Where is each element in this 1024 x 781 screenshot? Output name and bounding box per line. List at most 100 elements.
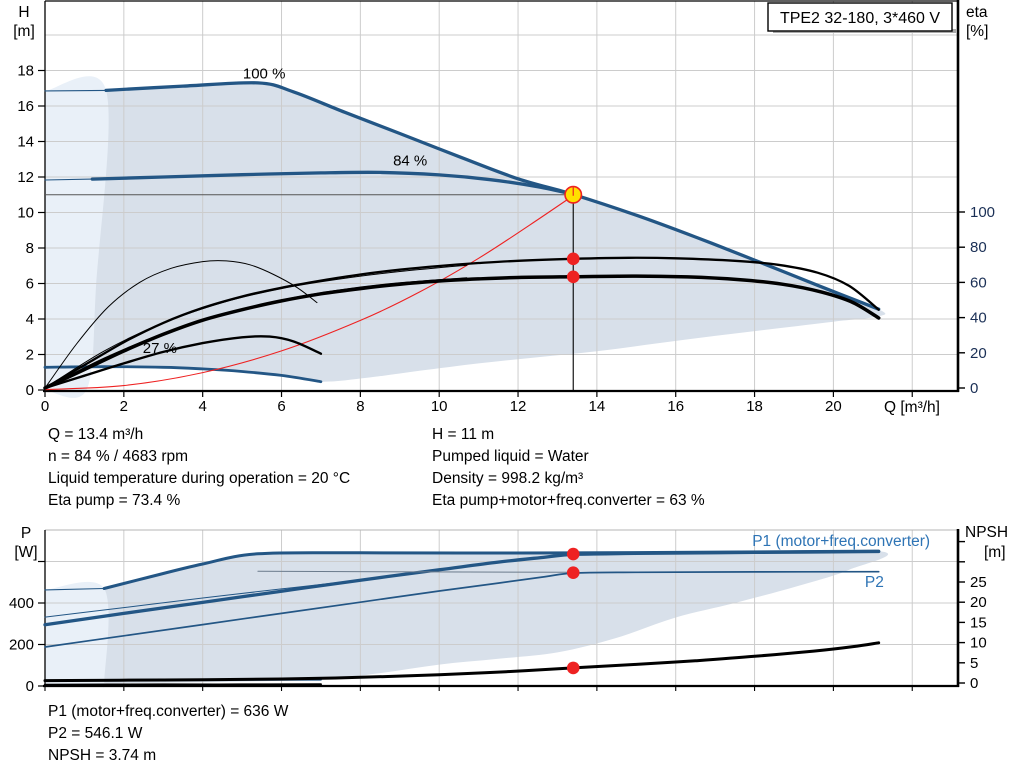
h-tick-label: 12: [17, 169, 34, 186]
h-tick-label: 10: [17, 205, 34, 222]
power-axis-titles: P [W] NPSH [m]: [14, 524, 1008, 561]
q-tick-label: 4: [199, 398, 207, 415]
eta-tick-label: 0: [970, 380, 978, 397]
p-tick-label: 0: [26, 678, 34, 695]
pump-title: TPE2 32-180, 3*460 V: [780, 10, 940, 27]
curve-84-lead: [44, 178, 93, 181]
npsh-curve: [43, 641, 881, 683]
p-axis-unit: [W]: [14, 544, 37, 561]
duty-marker-dot: [566, 566, 580, 579]
eta-marker-dot: [566, 252, 580, 266]
curve-100: [104, 81, 881, 311]
q-value: Q = 13.4 m³/h: [48, 426, 144, 443]
npsh-axis-title: NPSH: [965, 524, 1008, 541]
p1-curve: [43, 549, 881, 627]
p-axis-title: P: [21, 525, 31, 542]
eta-pump-motor-freq: [43, 274, 881, 390]
p1-extra-thin: [44, 581, 342, 618]
h-tick-label: 16: [17, 98, 34, 115]
speed-curve-label: 27 %: [143, 340, 177, 357]
title-box-frame: [767, 2, 953, 32]
h-tick-label: 2: [26, 347, 34, 364]
q-tick-label: 16: [667, 398, 684, 415]
h-tick-label: 6: [26, 276, 34, 293]
p-tick-label: 200: [9, 637, 34, 654]
power-curve-label: P2: [865, 574, 884, 591]
p1-value: P1 (motor+freq.converter) = 636 W: [48, 703, 289, 720]
head-axis-titles: H [m] eta [%] Q [m³/h]: [13, 4, 988, 416]
q-tick-label: 18: [746, 398, 763, 415]
eta-total-value: Eta pump+motor+freq.converter = 63 %: [432, 492, 705, 509]
low-flow-region-fill: [45, 76, 109, 398]
npsh-tick-label: 20: [970, 594, 987, 611]
head-flow-chart-generated: 0 2 4 6 8 10 12 14 16 18 0 2 4 6 8 10 12 14 16 18 20 0 20 40 60 8…: [17, 0, 995, 415]
npsh-tick-label: 25: [970, 574, 987, 591]
eta-pump: [43, 256, 880, 390]
p-tick-label: 400: [9, 595, 34, 612]
npsh-axis-unit: [m]: [984, 544, 1006, 561]
npsh-value: NPSH = 3.74 m: [48, 747, 157, 764]
q-tick-label: 2: [120, 398, 128, 415]
operating-data-right: H = 11 m Pumped liquid = Water Density =…: [432, 424, 705, 512]
q-tick-label: 10: [431, 398, 448, 415]
p-min-black: [43, 683, 322, 686]
q-tick-label: 20: [825, 398, 842, 415]
operating-envelope-fill: [45, 82, 886, 382]
liquid-temperature: Liquid temperature during operation = 20…: [48, 470, 351, 487]
curve-84: [90, 170, 575, 197]
speed-curve-label: 100 %: [243, 65, 286, 82]
speed-value: n = 84 % / 4683 rpm: [48, 448, 189, 465]
q-tick-label: 0: [41, 398, 49, 415]
eta-tick-label: 20: [970, 345, 987, 362]
h-axis-unit: [m]: [13, 23, 35, 40]
power-data-block: P1 (motor+freq.converter) = 636 W P2 = 5…: [48, 701, 288, 767]
q-tick-label: 6: [277, 398, 285, 415]
eta-pump-value: Eta pump = 73.4 %: [48, 492, 181, 509]
curve-100-lead: [44, 89, 107, 92]
eta-27: [43, 335, 323, 390]
p2-curve: [44, 570, 880, 648]
h-tick-label: 14: [17, 134, 34, 151]
eta-tick-label: 80: [970, 239, 987, 256]
power-npsh-chart: 0 200 400 0 5 10 15 20 25 P1 (motor+freq.converte…: [9, 524, 1008, 695]
q-axis-title: Q [m³/h]: [884, 399, 940, 416]
eta-tick-label: 40: [970, 310, 987, 327]
speed-curve-label: 84 %: [393, 152, 427, 169]
eta-marker-dot: [566, 270, 580, 284]
npsh-tick-label: 0: [970, 675, 978, 692]
control-curve: [44, 195, 574, 391]
chart-title-box: TPE2 32-180, 3*460 V: [767, 2, 956, 33]
eta-arc-small: [44, 260, 318, 389]
duty-marker-dot: [566, 661, 580, 675]
power-npsh-chart-generated: 0 200 400 0 5 10 15 20 25 P1 (motor+freq.converte…: [9, 529, 987, 695]
q-tick-label: 8: [356, 398, 364, 415]
q-tick-label: 14: [589, 398, 606, 415]
operating-data-left: Q = 13.4 m³/h n = 84 % / 4683 rpm Liquid…: [48, 424, 350, 512]
eta-axis-unit: [%]: [966, 23, 988, 40]
density-value: Density = 998.2 kg/m³: [432, 470, 584, 487]
p2-max-line: [257, 570, 574, 573]
head-flow-chart: 0 2 4 6 8 10 12 14 16 18 0 2 4 6 8 10 12 14 16 18 20 0 20 40 60 8…: [13, 0, 995, 416]
h-tick-label: 4: [26, 311, 34, 328]
power-envelope-fill: [104, 550, 889, 684]
eta-tick-label: 100: [970, 204, 995, 221]
eta-tick-label: 60: [970, 274, 987, 291]
head-value: H = 11 m: [432, 426, 495, 443]
npsh-tick-label: 15: [970, 614, 987, 631]
npsh-tick-label: 10: [970, 635, 987, 652]
power-curve-label: P1 (motor+freq.converter): [752, 533, 930, 550]
eta-axis-title: eta: [966, 4, 988, 21]
h-tick-label: 0: [26, 382, 34, 399]
low-flow-power-fill: [45, 581, 109, 691]
h-tick-label: 18: [17, 63, 34, 80]
duty-marker-dot: [566, 547, 580, 561]
npsh-tick-label: 5: [970, 655, 978, 672]
h-tick-label: 8: [26, 240, 34, 257]
p2-value: P2 = 546.1 W: [48, 725, 143, 742]
pumped-liquid: Pumped liquid = Water: [432, 448, 589, 465]
curve-27: [43, 365, 323, 384]
h-axis-title: H: [18, 4, 29, 21]
q-tick-label: 12: [510, 398, 527, 415]
p-envelope-lead: [44, 587, 105, 591]
